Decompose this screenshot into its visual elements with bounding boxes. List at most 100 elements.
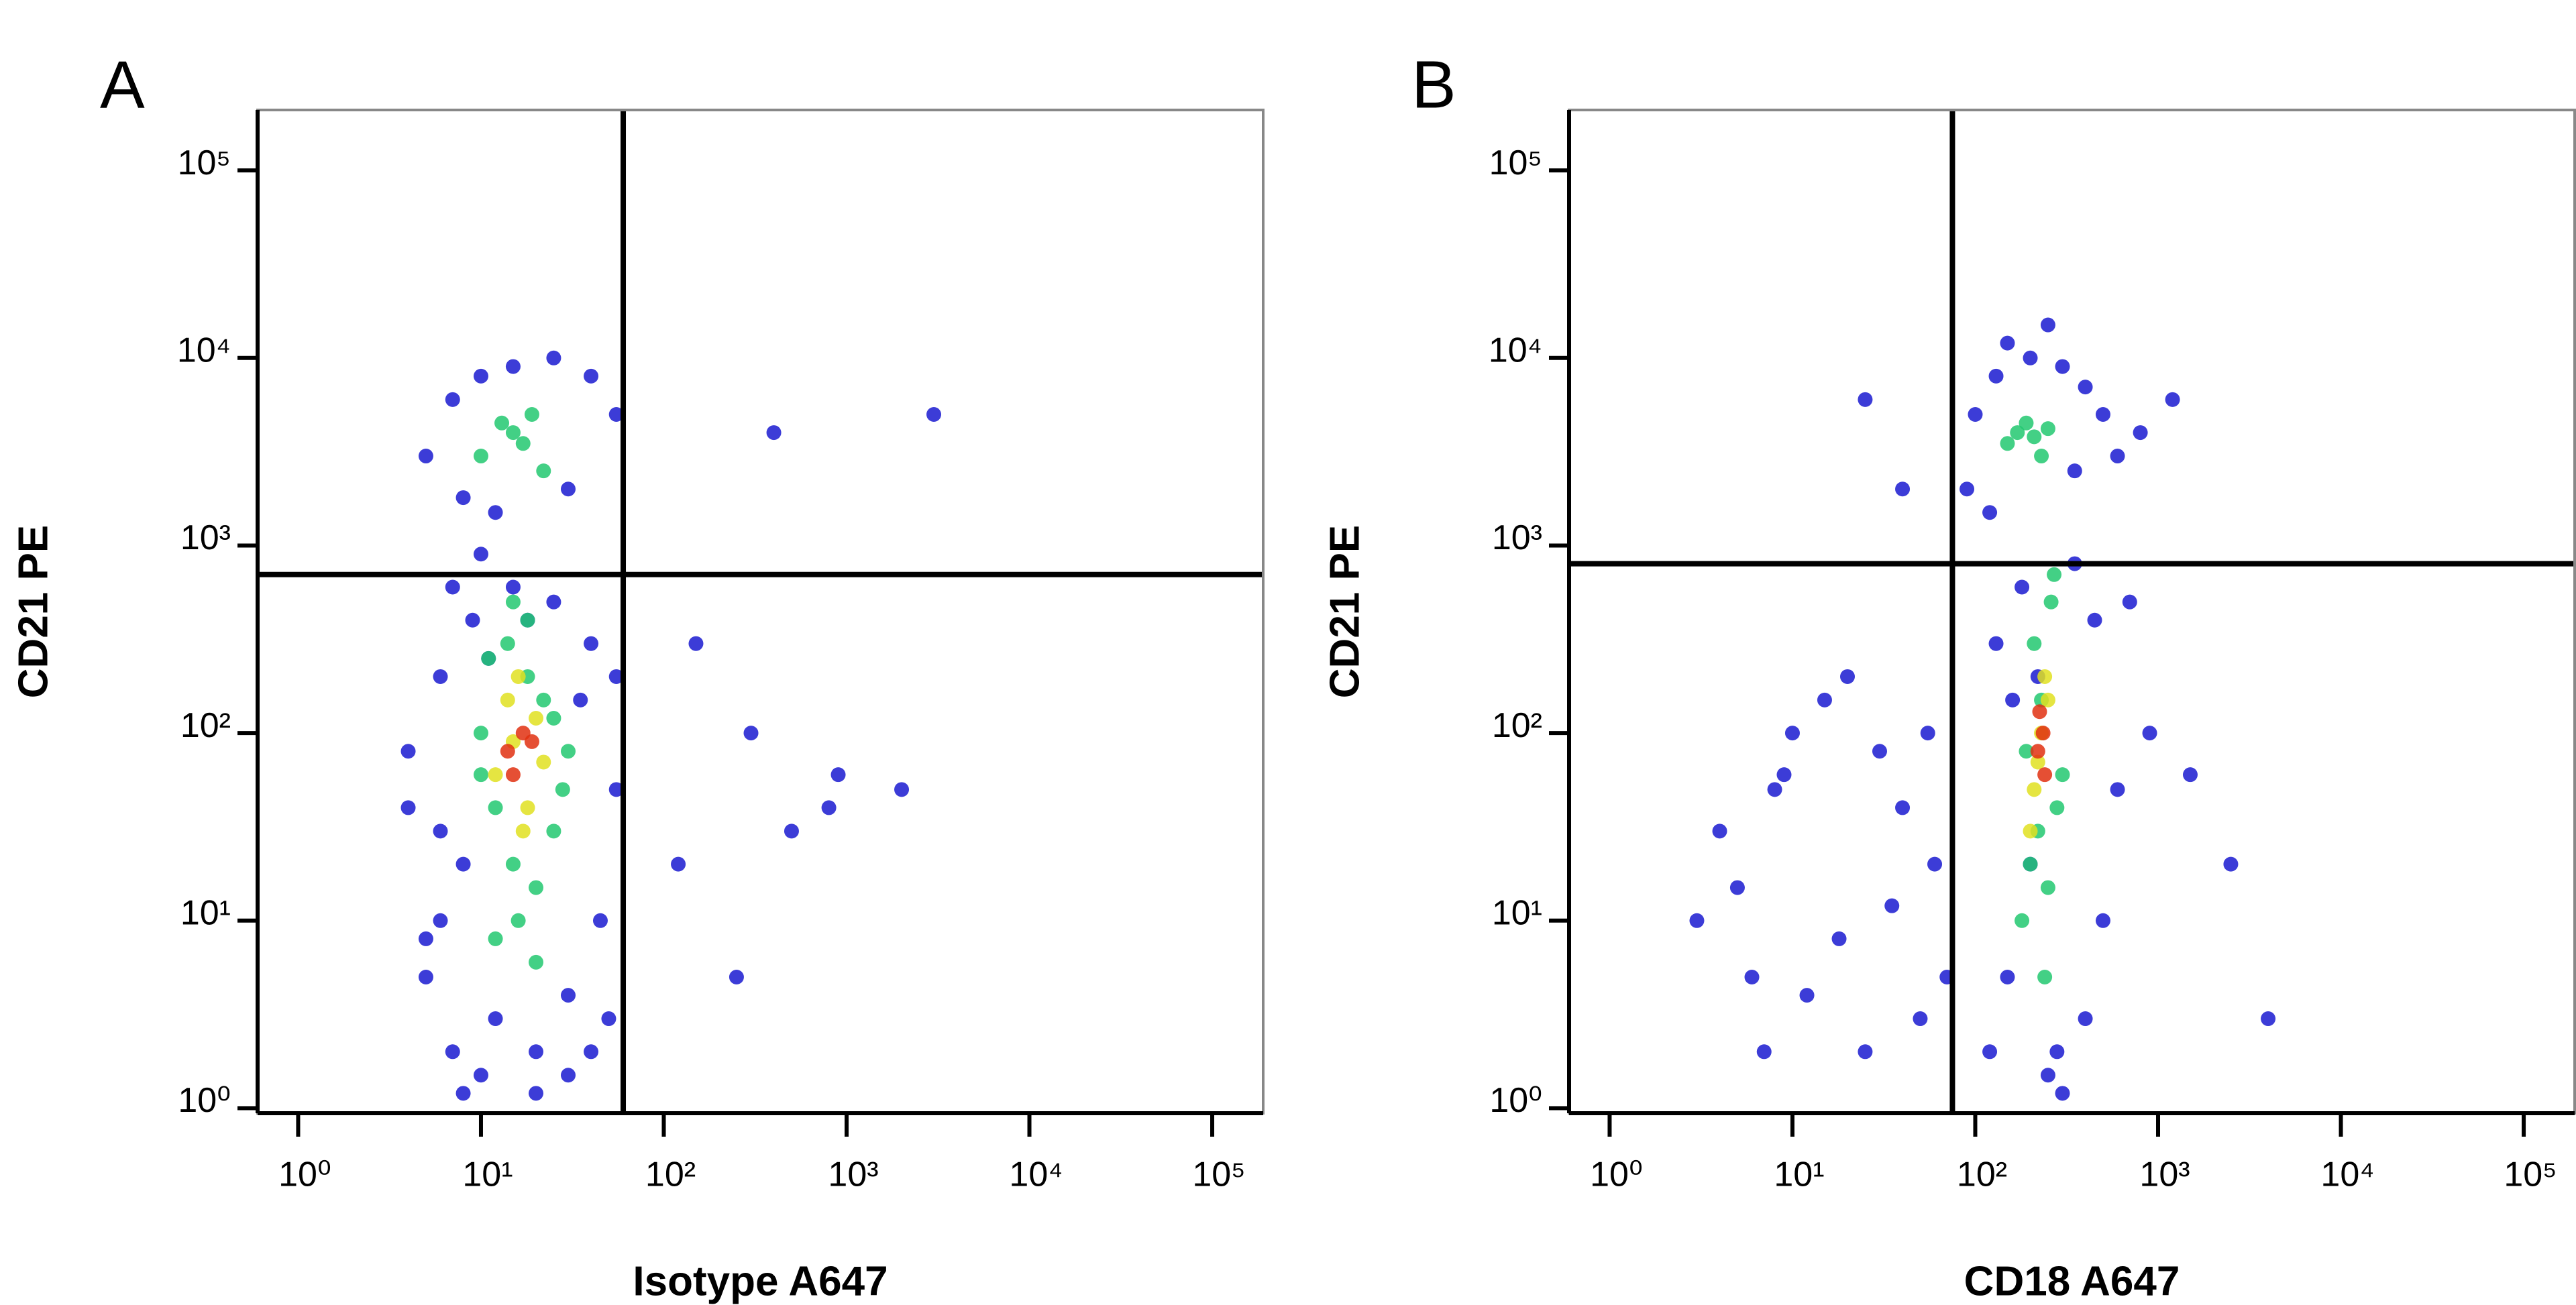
event-dot [573,692,588,707]
event-dot [481,650,496,666]
event-dot [1920,726,1935,741]
event-dot [2095,406,2110,422]
event-dot [608,406,624,422]
event-dot [830,767,846,783]
event-dot [520,800,535,815]
event-dot [1767,782,1782,797]
event-dot [546,824,561,839]
event-dot [1927,856,1943,872]
event-dot [1895,800,1911,815]
event-dot [488,767,503,783]
x-tick-label: 10² [645,1155,696,1194]
event-dot [2015,579,2030,595]
event-dot [1840,669,1856,684]
event-dot [418,449,433,464]
event-dot [515,824,531,839]
event-dot [2087,612,2102,628]
panel-label: B [1411,47,1456,122]
event-dot [2019,415,2034,431]
event-dot [418,931,433,946]
event-dot [926,406,942,422]
event-dot [1756,1044,1772,1060]
x-tick-label: 10⁰ [1590,1155,1643,1194]
event-dot [1689,913,1705,928]
event-dot [500,744,515,759]
event-dot [2055,1086,2070,1101]
event-dot [2047,567,2062,582]
event-dot [500,636,515,651]
event-dot [1895,481,1911,497]
x-tick-label: 10² [1957,1155,2007,1194]
event-dot [2078,1011,2093,1027]
event-dot [473,368,488,384]
event-dot [1858,392,1873,407]
event-dot [560,481,576,497]
event-dot [2019,744,2034,759]
event-dot [536,463,551,479]
event-dot [2027,429,2042,445]
event-dot [2040,317,2055,333]
plot-frame [256,109,1265,1115]
event-dot [2023,350,2038,365]
event-dot [688,636,704,651]
event-dot [671,856,686,872]
event-dot [2037,970,2053,985]
event-dot [1960,481,1975,497]
event-dot [2095,913,2110,928]
event-dot [529,1044,544,1060]
event-dot [1712,824,1727,839]
y-tick-label: 10³ [180,518,231,557]
event-dot [560,744,576,759]
x-tick-label: 10³ [2139,1155,2190,1194]
panel-label: A [100,47,145,122]
event-dot [2023,856,2038,872]
event-dot [1729,880,1745,895]
event-dot [473,767,488,783]
event-dot [2110,782,2125,797]
event-dot [2182,767,2198,783]
event-dot [2142,726,2157,741]
y-tick-label: 10² [180,706,231,745]
event-dot [473,1068,488,1083]
event-dot [524,734,539,749]
event-dot [536,754,551,770]
event-dot [511,913,526,928]
event-dot [488,800,503,815]
event-dot [505,359,521,374]
event-dot [455,1086,471,1101]
event-dot [1913,1011,1928,1027]
x-tick-label: 10⁵ [1192,1155,1245,1194]
event-dot [584,636,599,651]
event-dot [520,612,535,628]
event-dot [608,782,624,797]
event-dot [2049,800,2065,815]
event-dot [455,490,471,506]
event-dot [1982,505,1998,520]
event-dot [2005,692,2021,707]
event-dot [1831,931,1847,946]
event-dot [2015,913,2030,928]
event-dot [400,744,416,759]
x-tick-label: 10¹ [462,1155,513,1194]
event-dot [473,726,488,741]
event-dot [894,782,910,797]
event-dot [608,669,624,684]
event-dot [2027,636,2042,651]
y-axis-label: CD21 PE [1322,525,1368,698]
event-dot [1744,970,1760,985]
event-dot [505,579,521,595]
event-dot [729,970,744,985]
event-dot [529,710,544,726]
event-dot [2165,392,2180,407]
event-dot [784,824,799,839]
plot-frame [1568,109,2576,1115]
event-dot [560,1068,576,1083]
event-dot [2030,754,2045,770]
y-tick-label: 10⁰ [1489,1081,1542,1120]
event-dot [536,692,551,707]
event-dot [1988,368,2004,384]
y-tick-label: 10⁵ [1489,144,1542,182]
event-dot [1982,1044,1998,1060]
event-dot [529,1086,544,1101]
event-dot [2110,449,2125,464]
